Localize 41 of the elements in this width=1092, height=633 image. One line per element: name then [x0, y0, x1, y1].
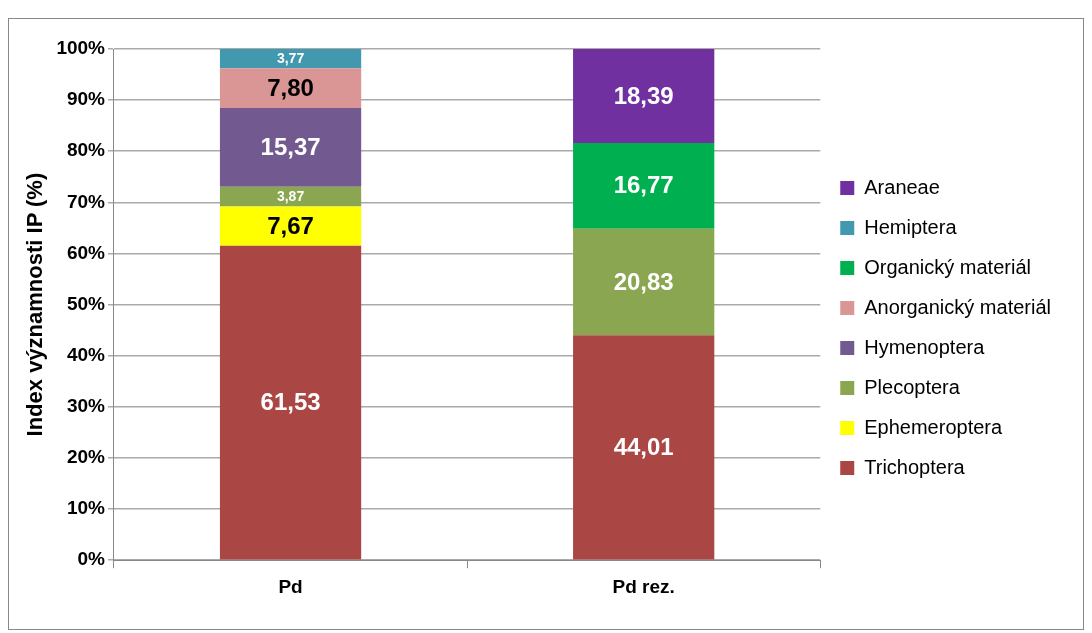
data-label: 61,53	[260, 388, 321, 416]
bar	[573, 228, 715, 336]
y-tick-label: 100%	[56, 37, 106, 59]
data-label: 16,77	[613, 171, 674, 199]
legend-label: Organický materiál	[864, 255, 1031, 278]
data-label: 18,39	[613, 81, 674, 109]
x-tick-label: Pd rez.	[612, 575, 675, 597]
legend-label: Araneae	[864, 175, 940, 198]
legend-label: Trichoptera	[864, 455, 966, 478]
legend-label: Hemiptera	[864, 215, 958, 238]
x-tick-label: Pd	[278, 575, 303, 597]
bar	[219, 68, 362, 109]
legend-label: Hymenoptera	[864, 335, 986, 358]
data-label: 3,87	[276, 188, 305, 205]
bar	[573, 335, 715, 560]
y-tick-label: 60%	[66, 241, 106, 263]
legend-label: Anorganický materiál	[864, 295, 1051, 318]
bar	[573, 143, 715, 229]
data-label: 7,80	[267, 73, 314, 101]
data-label: 15,37	[260, 133, 321, 161]
y-tick-label: 30%	[66, 395, 106, 417]
bar	[219, 108, 362, 187]
data-label: 7,67	[267, 211, 314, 239]
bar	[573, 49, 715, 144]
y-tick-label: 0%	[77, 548, 106, 570]
bar	[219, 49, 362, 69]
y-tick-label: 70%	[66, 190, 106, 212]
data-label: 3,77	[276, 50, 305, 67]
y-tick-label: 80%	[66, 139, 106, 161]
y-tick-label: 50%	[66, 292, 106, 314]
data-label: 20,83	[613, 267, 674, 295]
bar	[219, 206, 362, 246]
y-tick-label: 90%	[66, 88, 106, 110]
data-label: 44,01	[613, 432, 674, 460]
bar	[219, 245, 362, 560]
legend-label: Ephemeroptera	[864, 415, 1003, 438]
y-tick-label: 40%	[66, 343, 106, 365]
y-tick-label: 20%	[66, 446, 106, 468]
y-tick-label: 10%	[66, 497, 106, 519]
y-axis-title: Index významnosti IP (%)	[22, 172, 48, 437]
legend-label: Plecoptera	[864, 375, 961, 398]
